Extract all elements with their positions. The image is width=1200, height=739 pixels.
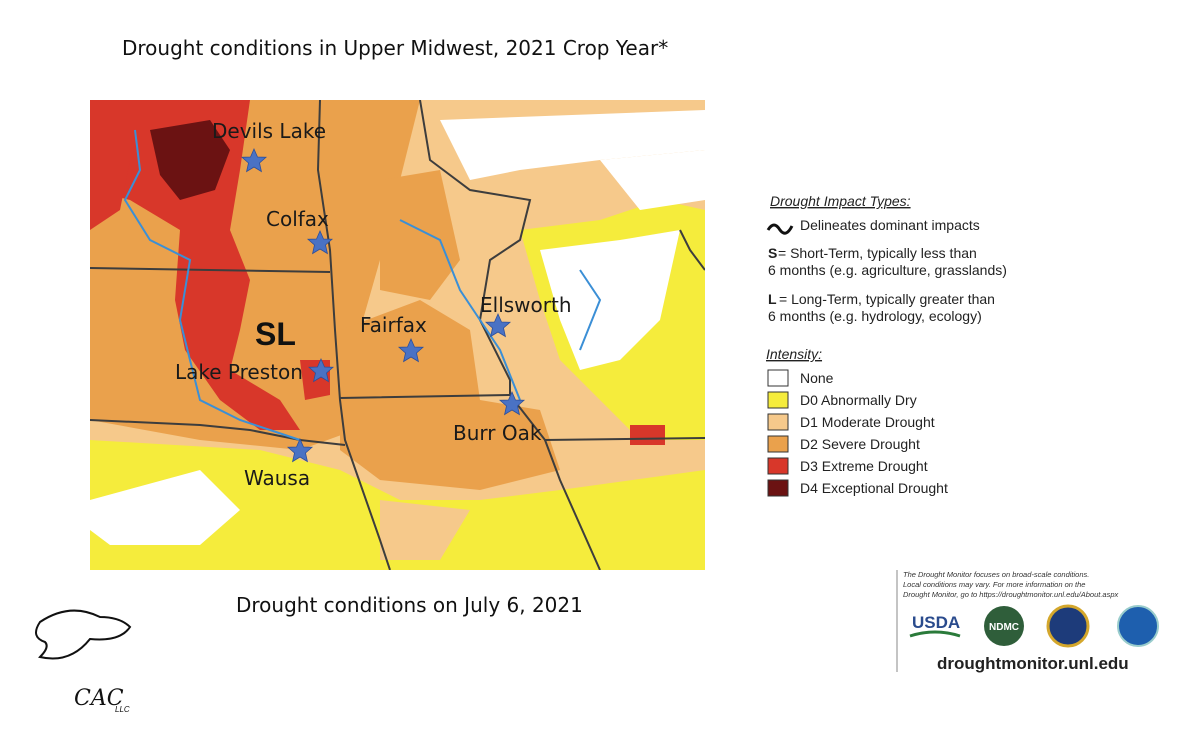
none-area [600,150,705,210]
caption: Drought conditions on July 6, 2021 [236,593,583,617]
logo-drawing [35,609,132,660]
legend-swatch [767,457,789,475]
logo-doc [1046,604,1090,648]
place-label: Wausa [244,466,310,490]
drought-map [90,100,705,570]
place-label: Ellsworth [480,293,572,317]
legend-swatch [767,413,789,431]
d2-area [380,170,460,300]
legend-text: 6 months (e.g. agriculture, grasslands) [768,262,1007,278]
legend-label: D1 Moderate Drought [800,414,935,430]
legend-swatch [767,435,789,453]
legend-title: Drought Impact Types: [770,193,911,209]
legend-swatch [767,369,789,387]
impact-label: SL [255,316,296,352]
logo-usda: USDA [912,613,960,632]
none-area [90,470,240,545]
place-label: Lake Preston [175,360,303,384]
footnote: Drought Monitor, go to https://droughtmo… [903,590,1119,599]
url: droughtmonitor.unl.edu [937,654,1129,673]
place-label: Burr Oak [453,421,542,445]
logo-ndmc-text: NDMC [989,622,1019,633]
impact-line-icon [766,223,794,235]
lake [440,110,705,180]
d3-area [630,425,665,445]
company: CAC [74,686,124,711]
logo-swoosh [909,630,961,638]
none-area [540,230,680,370]
place-label: Fairfax [360,313,427,337]
footnote: The Drought Monitor focuses on broad-sca… [903,570,1089,579]
state-borders [90,100,705,570]
legend-text: 6 months (e.g. hydrology, ecology) [768,308,982,324]
legend-letter: S [768,245,777,261]
legend-label: D3 Extreme Drought [800,458,928,474]
legend-label: None [800,370,834,386]
legend-label: D0 Abnormally Dry [800,392,917,408]
d4-area [150,120,230,200]
place-label: Colfax [266,207,329,231]
legend-items: None D0 Abnormally Dry D1 Moderate Drought… [767,369,948,497]
legend-text: Delineates dominant impacts [800,217,980,233]
d3-area [90,100,300,430]
logo-noaa [1117,605,1159,647]
footnote: Local conditions may vary. For more info… [903,580,1085,589]
legend-text: = Short-Term, typically less than [778,245,977,261]
legend-swatch [767,479,789,497]
logo-ndmc [984,606,1024,646]
legend-label: D4 Exceptional Drought [800,480,948,496]
company-suffix: LLC [115,705,130,714]
title: Drought conditions in Upper Midwest, 202… [122,36,668,60]
d3-area [90,160,130,230]
place-labels: Devils Lake Colfax Ellsworth Fairfax Lak… [175,119,572,490]
legend-label: D2 Severe Drought [800,436,920,452]
rivers [123,129,602,441]
legend: Drought Impact Types: Delineates dominan… [766,193,1007,497]
footer: The Drought Monitor focuses on broad-sca… [896,570,1159,673]
company-logo: CAC LLC [35,609,132,714]
d2-area [340,300,560,490]
legend-title: Intensity: [766,346,822,362]
legend-swatch [767,391,789,409]
d1-area [380,500,470,560]
place-label: Devils Lake [212,119,326,143]
legend-text: = Long-Term, typically greater than [779,291,995,307]
legend-letter: L [768,291,777,307]
